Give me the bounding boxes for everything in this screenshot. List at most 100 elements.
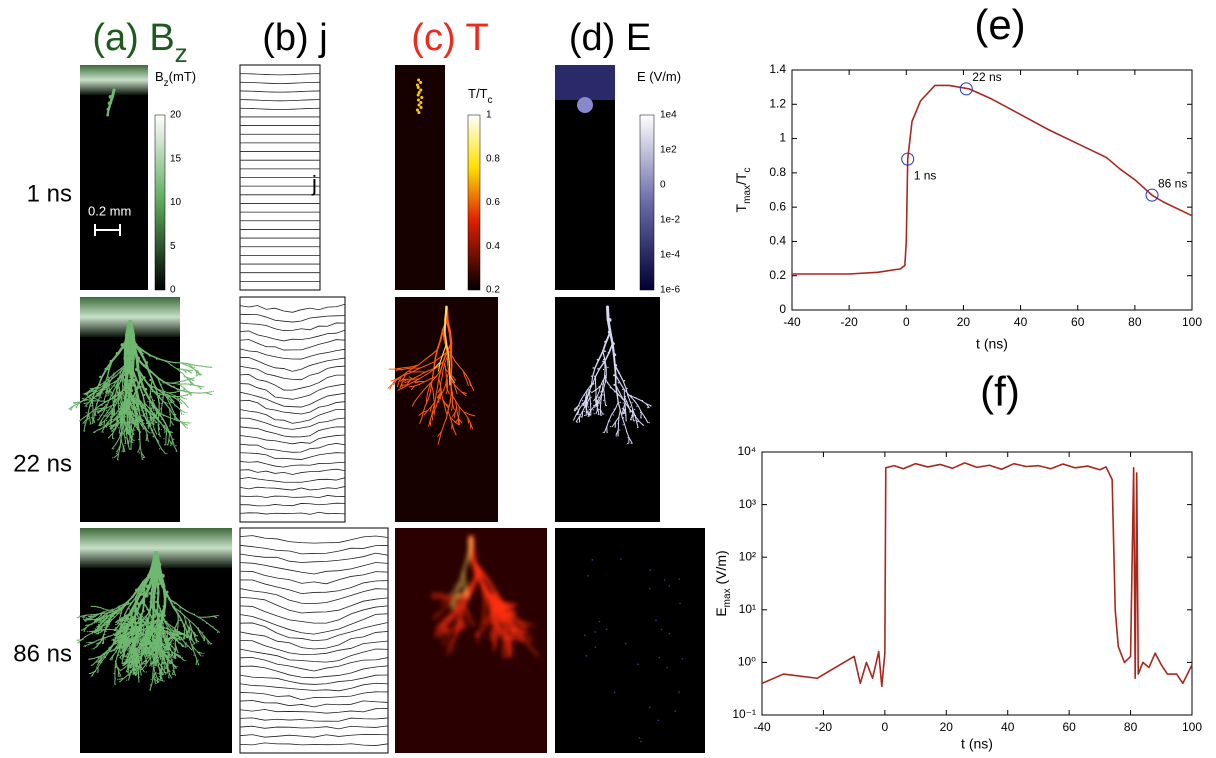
branch-dot [186,424,187,425]
branch-dot [137,451,138,452]
branch-dot [140,410,141,411]
branch-dot [174,419,175,420]
branch [516,628,521,629]
branch-dot [120,670,121,671]
branch-dot [111,392,112,393]
branch-dot [128,608,130,610]
branch-dot [135,638,136,639]
branch-dot [143,426,144,427]
branch-dot [130,625,131,626]
branch-dot [211,643,212,644]
branch-dot [170,443,171,444]
branch-dot [166,659,167,660]
branch [138,677,139,682]
branch-dot [178,643,179,644]
branch-dot [141,669,142,670]
branch-dot [135,409,136,410]
branch-dot [113,428,114,429]
hot-spot [416,109,419,112]
branch [496,610,497,614]
branch-dot [166,627,167,628]
branch-dot [179,402,180,403]
branch-dot [89,397,90,398]
branch-dot [183,646,184,647]
branch-dot [124,652,125,653]
branch-dot [168,632,169,633]
branch-dot [120,408,121,409]
branch-dot [154,643,155,644]
branch-dot [173,674,174,675]
branch-dot [118,642,119,643]
branch [122,386,123,392]
branch-dot [150,425,151,426]
branch-dot [202,631,203,632]
branch-dot [141,415,142,416]
branch [171,641,172,645]
branch-dot [164,651,165,652]
branch-dot [200,388,201,389]
branch-dot [167,622,168,623]
branch-dot [179,607,181,609]
branch [118,405,119,411]
branch-dot [177,666,178,667]
branch-dot [167,403,168,404]
branch-dot [81,630,82,631]
branch-dot [192,365,193,366]
branch-dot [97,664,98,665]
branch-dot [172,396,173,397]
branch-dot [156,650,157,651]
branch-dot [127,649,128,650]
branch-dot [106,426,107,427]
branch-dot [146,650,147,651]
branch-dot [106,114,109,117]
branch [126,375,127,384]
branch-dot [114,414,115,415]
branch [166,433,167,439]
branch-dot [146,655,147,656]
branch-dot [157,673,158,674]
branch-dot [144,663,145,664]
hot-spot [420,96,423,99]
branch-dot [121,451,122,452]
branch [436,595,440,596]
branch-dot [164,680,165,681]
branch-dot [135,662,136,663]
branch-dot [97,672,98,673]
branch-dot [124,618,125,619]
branch-dot [159,676,160,677]
branch-dot [119,392,120,393]
branch-dot [160,390,161,391]
branch [100,401,107,402]
branch-dot [125,641,126,642]
branch-dot [124,626,125,627]
branch-dot [142,405,143,406]
branch-dot [121,607,122,608]
branch-dot [97,419,98,420]
branch-dot [180,657,181,658]
branch-dot [133,434,134,435]
branch-dot [164,432,165,433]
branch-dot [164,431,165,432]
branch-dot [139,452,140,453]
branch [169,392,175,393]
branch-dot [120,658,121,659]
branch-dot [162,414,163,415]
branch-dot [94,420,95,421]
branch-dot [134,673,135,674]
branch-dot [136,413,137,414]
branch-dot [138,639,139,640]
branch-dot [145,645,146,646]
branch-dot [91,618,92,619]
branch-dot [186,642,187,643]
branch-dot [108,647,109,648]
branch-dot [84,631,85,632]
branch [137,641,138,645]
branch-dot [133,618,134,619]
branch-dot [158,660,159,661]
branch-dot [168,638,169,639]
branch-dot [131,662,132,663]
branch-dot [154,626,155,627]
branch-dot [195,375,196,376]
branch-dot [158,627,159,628]
branch-dot [97,643,98,644]
